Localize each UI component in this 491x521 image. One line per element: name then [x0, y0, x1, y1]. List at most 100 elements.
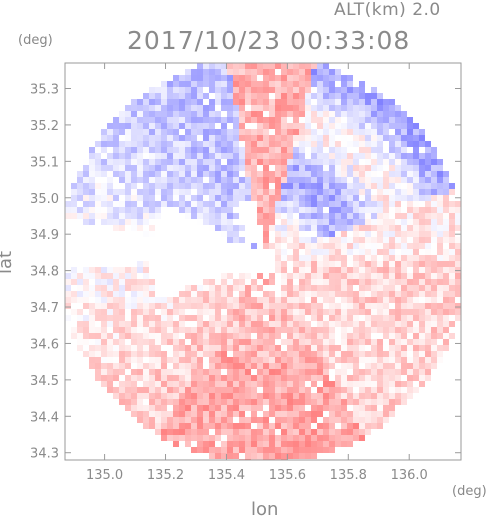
velocity-cell — [191, 369, 197, 375]
velocity-cell — [95, 279, 101, 285]
velocity-cell — [191, 303, 197, 309]
velocity-cell — [245, 273, 251, 279]
velocity-cell — [149, 321, 155, 327]
velocity-cell — [275, 381, 281, 387]
velocity-cell — [335, 303, 341, 309]
velocity-cell — [107, 123, 113, 129]
velocity-cell — [167, 99, 173, 105]
velocity-cell — [269, 111, 275, 117]
velocity-cell — [281, 399, 287, 405]
velocity-cell — [305, 399, 311, 405]
velocity-cell — [317, 99, 323, 105]
velocity-cell — [83, 321, 89, 327]
velocity-cell — [383, 201, 389, 207]
velocity-cell — [299, 171, 305, 177]
velocity-cell — [269, 87, 275, 93]
velocity-cell — [197, 141, 203, 147]
velocity-cell — [239, 393, 245, 399]
velocity-cell — [215, 99, 221, 105]
velocity-cell — [281, 285, 287, 291]
velocity-cell — [359, 435, 365, 441]
velocity-cell — [203, 381, 209, 387]
velocity-cell — [275, 87, 281, 93]
velocity-cell — [125, 189, 131, 195]
velocity-cell — [359, 93, 365, 99]
velocity-cell — [347, 177, 353, 183]
velocity-cell — [383, 261, 389, 267]
velocity-cell — [341, 441, 347, 447]
velocity-cell — [443, 177, 449, 183]
velocity-cell — [287, 177, 293, 183]
velocity-cell — [305, 429, 311, 435]
velocity-cell — [149, 285, 155, 291]
velocity-cell — [443, 207, 449, 213]
velocity-cell — [227, 381, 233, 387]
velocity-cell — [347, 303, 353, 309]
velocity-cell — [155, 153, 161, 159]
velocity-cell — [305, 327, 311, 333]
velocity-cell — [251, 405, 257, 411]
velocity-cell — [113, 153, 119, 159]
velocity-cell — [119, 219, 125, 225]
velocity-cell — [395, 387, 401, 393]
velocity-cell — [143, 285, 149, 291]
velocity-cell — [89, 201, 95, 207]
velocity-cell — [227, 225, 233, 231]
velocity-cell — [155, 195, 161, 201]
velocity-cell — [323, 159, 329, 165]
velocity-cell — [221, 279, 227, 285]
velocity-cell — [425, 267, 431, 273]
velocity-cell — [245, 363, 251, 369]
velocity-cell — [251, 399, 257, 405]
velocity-cell — [257, 63, 263, 69]
velocity-cell — [113, 363, 119, 369]
velocity-cell — [215, 333, 221, 339]
velocity-cell — [365, 135, 371, 141]
velocity-cell — [155, 405, 161, 411]
velocity-cell — [125, 123, 131, 129]
velocity-cell — [293, 345, 299, 351]
velocity-cell — [449, 201, 455, 207]
velocity-cell — [353, 93, 359, 99]
velocity-cell — [89, 363, 95, 369]
velocity-cell — [275, 375, 281, 381]
velocity-cell — [137, 195, 143, 201]
velocity-cell — [335, 405, 341, 411]
velocity-cell — [179, 369, 185, 375]
velocity-cell — [293, 357, 299, 363]
velocity-cell — [245, 333, 251, 339]
velocity-cell — [251, 117, 257, 123]
velocity-cell — [209, 399, 215, 405]
velocity-cell — [215, 285, 221, 291]
velocity-cell — [119, 117, 125, 123]
velocity-cell — [227, 423, 233, 429]
velocity-cell — [317, 399, 323, 405]
velocity-cell — [245, 303, 251, 309]
velocity-cell — [293, 453, 299, 459]
velocity-cell — [353, 423, 359, 429]
velocity-cell — [95, 291, 101, 297]
velocity-cell — [215, 147, 221, 153]
velocity-cell — [431, 345, 437, 351]
velocity-cell — [419, 375, 425, 381]
velocity-cell — [101, 375, 107, 381]
velocity-cell — [359, 129, 365, 135]
velocity-cell — [383, 219, 389, 225]
velocity-cell — [83, 285, 89, 291]
velocity-cell — [419, 159, 425, 165]
velocity-cell — [395, 273, 401, 279]
velocity-cell — [287, 75, 293, 81]
velocity-cell — [449, 321, 455, 327]
velocity-cell — [137, 345, 143, 351]
velocity-cell — [227, 345, 233, 351]
velocity-cell — [323, 351, 329, 357]
velocity-cell — [335, 141, 341, 147]
velocity-cell — [263, 201, 269, 207]
velocity-cell — [293, 111, 299, 117]
velocity-cell — [221, 117, 227, 123]
velocity-cell — [233, 183, 239, 189]
velocity-cell — [281, 339, 287, 345]
velocity-cell — [395, 195, 401, 201]
velocity-cell — [113, 327, 119, 333]
